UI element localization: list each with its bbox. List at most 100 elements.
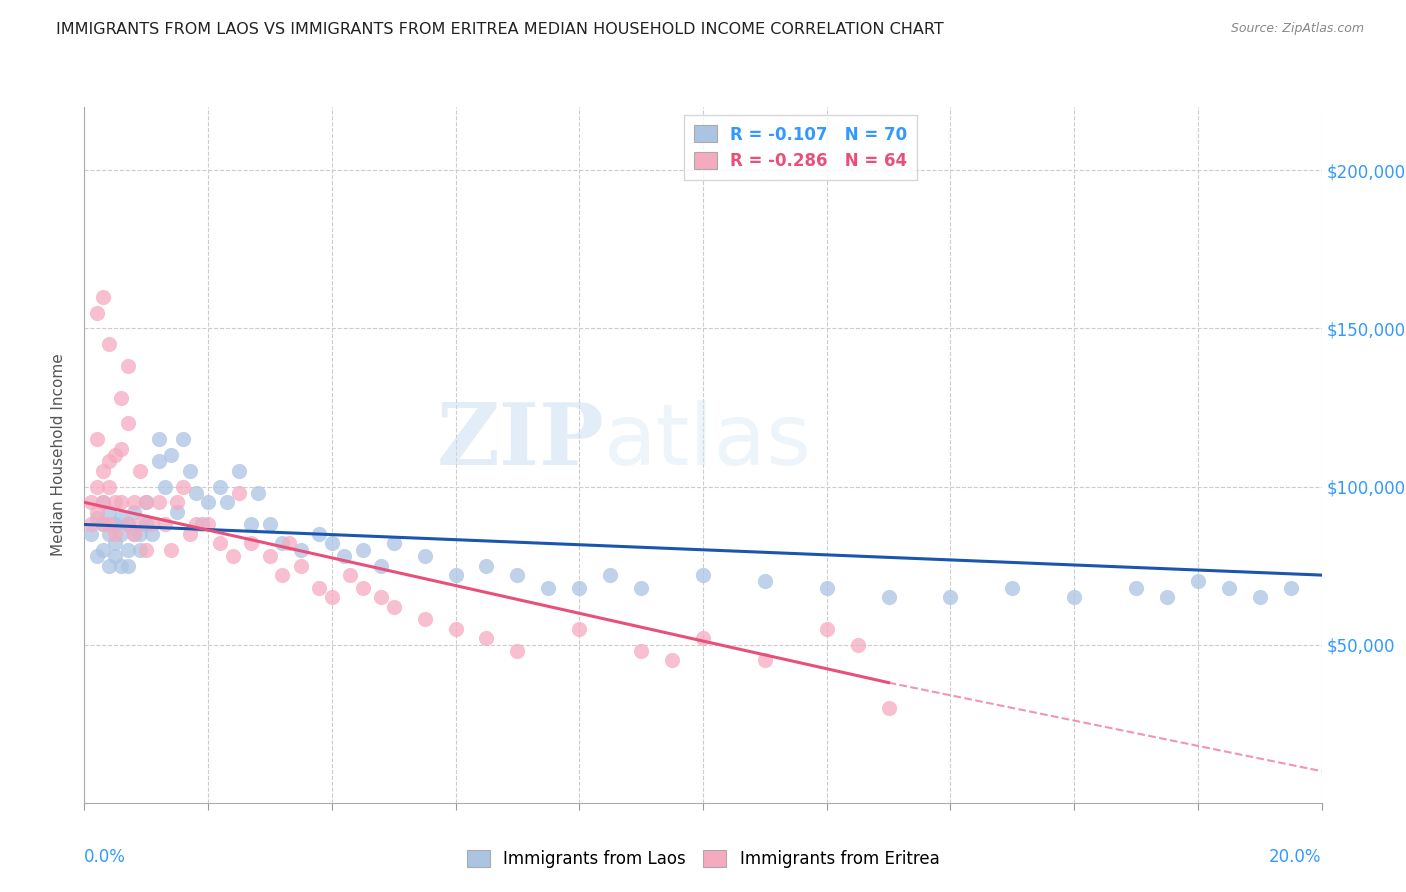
Legend: Immigrants from Laos, Immigrants from Eritrea: Immigrants from Laos, Immigrants from Er… <box>460 843 946 875</box>
Point <box>135 495 157 509</box>
Point <box>117 558 139 573</box>
Point <box>110 495 132 509</box>
Point <box>506 568 529 582</box>
Point <box>122 505 145 519</box>
Point <box>1001 581 1024 595</box>
Text: ZIP: ZIP <box>436 399 605 483</box>
Point <box>228 464 250 478</box>
Point <box>141 527 163 541</box>
Point <box>110 442 132 456</box>
Point <box>91 517 114 532</box>
Point <box>321 591 343 605</box>
Point <box>209 536 232 550</box>
Point <box>370 558 392 573</box>
Point <box>184 486 207 500</box>
Point <box>110 527 132 541</box>
Point <box>537 581 560 595</box>
Point <box>86 432 108 446</box>
Point <box>79 517 101 532</box>
Point <box>1125 581 1147 595</box>
Point <box>98 454 121 468</box>
Point <box>98 517 121 532</box>
Point <box>382 536 405 550</box>
Point <box>148 432 170 446</box>
Point <box>215 495 238 509</box>
Point <box>91 517 114 532</box>
Point <box>222 549 245 563</box>
Point <box>98 337 121 351</box>
Point <box>191 517 214 532</box>
Point <box>630 644 652 658</box>
Point <box>117 517 139 532</box>
Point <box>506 644 529 658</box>
Point <box>846 638 869 652</box>
Point <box>877 701 900 715</box>
Point <box>290 542 312 557</box>
Point <box>815 622 838 636</box>
Text: 20.0%: 20.0% <box>1270 848 1322 866</box>
Point <box>568 581 591 595</box>
Point <box>815 581 838 595</box>
Point <box>692 632 714 646</box>
Point <box>475 558 498 573</box>
Y-axis label: Median Household Income: Median Household Income <box>51 353 66 557</box>
Legend: R = -0.107   N = 70, R = -0.286   N = 64: R = -0.107 N = 70, R = -0.286 N = 64 <box>683 115 917 180</box>
Point <box>172 479 194 493</box>
Point <box>91 495 114 509</box>
Point <box>1156 591 1178 605</box>
Point <box>104 448 127 462</box>
Point <box>98 505 121 519</box>
Point <box>104 549 127 563</box>
Point <box>160 448 183 462</box>
Point <box>1187 574 1209 589</box>
Point <box>333 549 356 563</box>
Point <box>135 542 157 557</box>
Point <box>166 505 188 519</box>
Point <box>160 542 183 557</box>
Point <box>1249 591 1271 605</box>
Point <box>91 464 114 478</box>
Point <box>1063 591 1085 605</box>
Point <box>129 464 152 478</box>
Point <box>352 542 374 557</box>
Point <box>104 517 127 532</box>
Text: atlas: atlas <box>605 400 813 483</box>
Point <box>117 517 139 532</box>
Point <box>259 549 281 563</box>
Point <box>141 517 163 532</box>
Point <box>104 527 127 541</box>
Point <box>271 536 294 550</box>
Point <box>129 542 152 557</box>
Point <box>339 568 361 582</box>
Point <box>98 479 121 493</box>
Point <box>184 517 207 532</box>
Point <box>661 653 683 667</box>
Point <box>246 486 269 500</box>
Point <box>86 511 108 525</box>
Point <box>122 527 145 541</box>
Point <box>110 391 132 405</box>
Point <box>117 542 139 557</box>
Point <box>79 527 101 541</box>
Point <box>135 495 157 509</box>
Point <box>129 517 152 532</box>
Point <box>98 558 121 573</box>
Point <box>1279 581 1302 595</box>
Point <box>754 574 776 589</box>
Point <box>1218 581 1240 595</box>
Point <box>91 495 114 509</box>
Point <box>86 479 108 493</box>
Point <box>197 495 219 509</box>
Point <box>135 517 157 532</box>
Point <box>939 591 962 605</box>
Point <box>98 527 121 541</box>
Point <box>153 517 176 532</box>
Point <box>197 517 219 532</box>
Point <box>148 495 170 509</box>
Text: 0.0%: 0.0% <box>84 848 127 866</box>
Point <box>630 581 652 595</box>
Point <box>444 622 467 636</box>
Point <box>240 517 263 532</box>
Point <box>122 527 145 541</box>
Point <box>122 495 145 509</box>
